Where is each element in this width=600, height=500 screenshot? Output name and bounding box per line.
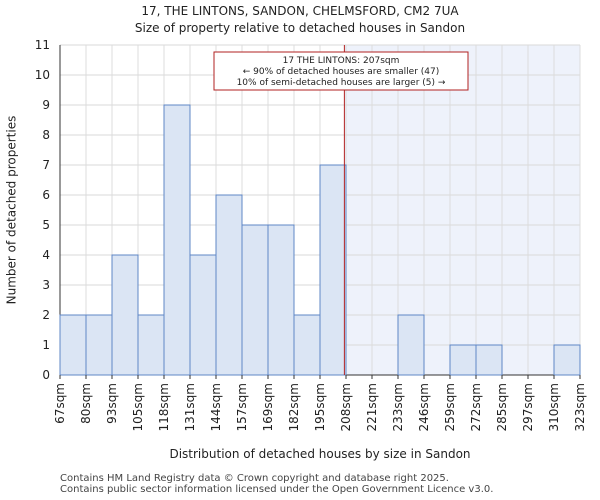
x-tick-label: 246sqm [417, 383, 431, 431]
y-tick-label: 5 [42, 218, 50, 232]
histogram-bar [475, 344, 503, 376]
x-tick-label: 310sqm [547, 383, 561, 431]
histogram-bar [319, 164, 347, 376]
y-tick-label: 9 [42, 98, 50, 112]
x-tick-label: 221sqm [365, 383, 379, 431]
x-tick-label: 297sqm [521, 383, 535, 431]
annotation-line-1: 17 THE LINTONS: 207sqm [283, 56, 400, 66]
footer-line-2: Contains public sector information licen… [60, 484, 494, 495]
x-axis-label: Distribution of detached houses by size … [169, 447, 470, 461]
x-tick-label: 233sqm [391, 383, 405, 431]
histogram-bar [111, 254, 139, 376]
x-tick-label: 67sqm [53, 383, 67, 424]
y-tick-label: 0 [42, 368, 50, 382]
x-tick-label: 144sqm [209, 383, 223, 431]
y-tick-label: 7 [42, 158, 50, 172]
y-tick-label: 6 [42, 188, 50, 202]
x-tick-label: 195sqm [313, 383, 327, 431]
y-tick-label: 8 [42, 128, 50, 142]
x-tick-label: 182sqm [287, 383, 301, 431]
annotation-line-2: ← 90% of detached houses are smaller (47… [243, 67, 440, 77]
histogram-bar [449, 344, 477, 376]
x-tick-label: 323sqm [573, 383, 587, 431]
chart-title: 17, THE LINTONS, SANDON, CHELMSFORD, CM2… [141, 4, 459, 18]
y-tick-label: 2 [42, 308, 50, 322]
x-tick-label: 285sqm [495, 383, 509, 431]
x-tick-label: 118sqm [157, 383, 171, 431]
histogram-bar [163, 104, 191, 376]
x-tick-label: 272sqm [469, 383, 483, 431]
annotation-frame [213, 51, 469, 91]
y-tick-label: 10 [35, 68, 50, 82]
x-tick-label: 93sqm [105, 383, 119, 424]
histogram-bar [241, 224, 269, 376]
x-tick-label: 131sqm [183, 383, 197, 431]
y-tick-label: 1 [42, 338, 50, 352]
histogram-bar [397, 314, 425, 376]
y-tick-label: 11 [35, 38, 50, 52]
x-tick-label: 169sqm [261, 383, 275, 431]
histogram-bar [293, 314, 321, 376]
x-tick-label: 157sqm [235, 383, 249, 431]
x-tick-label: 259sqm [443, 383, 457, 431]
histogram-bar [59, 314, 87, 376]
histogram-bar [553, 344, 581, 376]
y-tick-label: 3 [42, 278, 50, 292]
x-tick-label: 80sqm [79, 383, 93, 424]
larger-region-highlight [344, 45, 580, 375]
histogram-bar [85, 314, 113, 376]
x-tick-label: 208sqm [339, 383, 353, 431]
y-axis-label: Number of detached properties [5, 116, 19, 305]
annotation-line-3: 10% of semi-detached houses are larger (… [237, 78, 446, 88]
histogram-bar [137, 314, 165, 376]
histogram-bar [267, 224, 295, 376]
y-tick-label: 4 [42, 248, 50, 262]
x-tick-label: 105sqm [131, 383, 145, 431]
chart-subtitle: Size of property relative to detached ho… [134, 21, 466, 35]
histogram-bar [215, 194, 243, 376]
histogram-bar [189, 254, 217, 376]
annotation-box: 17 THE LINTONS: 207sqm ← 90% of detached… [213, 51, 469, 91]
footer-line-1: Contains HM Land Registry data © Crown c… [60, 473, 449, 484]
